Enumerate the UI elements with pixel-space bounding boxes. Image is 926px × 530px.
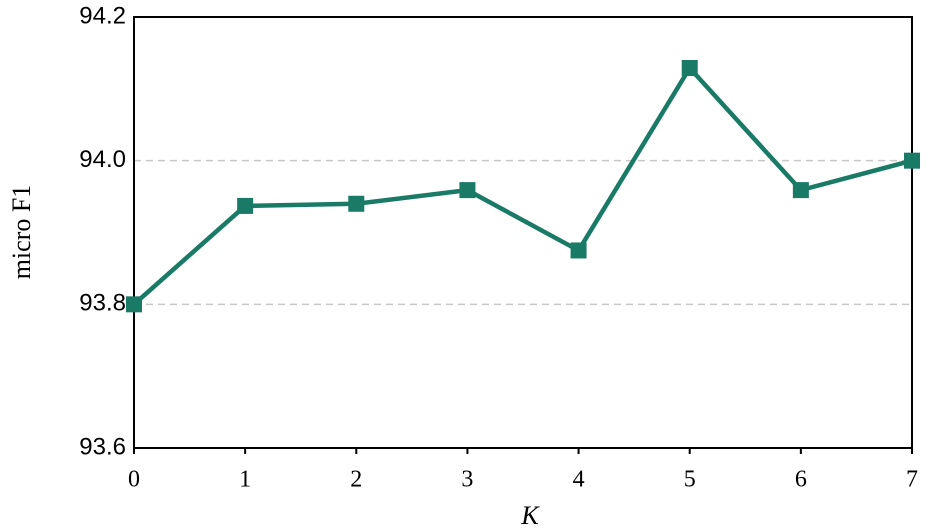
y-tick-label: 94.0 [79, 146, 126, 173]
y-tick-label: 94.2 [79, 2, 126, 29]
x-tick-label: 4 [573, 467, 585, 493]
marker [681, 60, 698, 77]
marker [792, 182, 809, 199]
x-tick-label: 2 [350, 467, 362, 493]
y-axis-label: micro F1 [7, 185, 36, 280]
y-tick-label: 93.8 [79, 290, 126, 317]
y-tick-label: 93.6 [79, 433, 126, 460]
marker [570, 242, 587, 259]
marker [237, 197, 254, 214]
plot-frame [133, 16, 913, 449]
marker [904, 152, 920, 169]
marker [126, 296, 142, 313]
line [132, 65, 913, 307]
x-tick-label: 7 [906, 467, 918, 493]
x-axis-label: K [520, 501, 540, 530]
x-tick-label: 1 [239, 467, 251, 493]
x-tick-label: 0 [128, 467, 140, 493]
marker [459, 182, 476, 199]
x-tick-label: 3 [461, 467, 473, 493]
x-tick-label: 6 [795, 467, 807, 493]
x-tick-label: 5 [684, 467, 696, 493]
marker [348, 195, 365, 212]
